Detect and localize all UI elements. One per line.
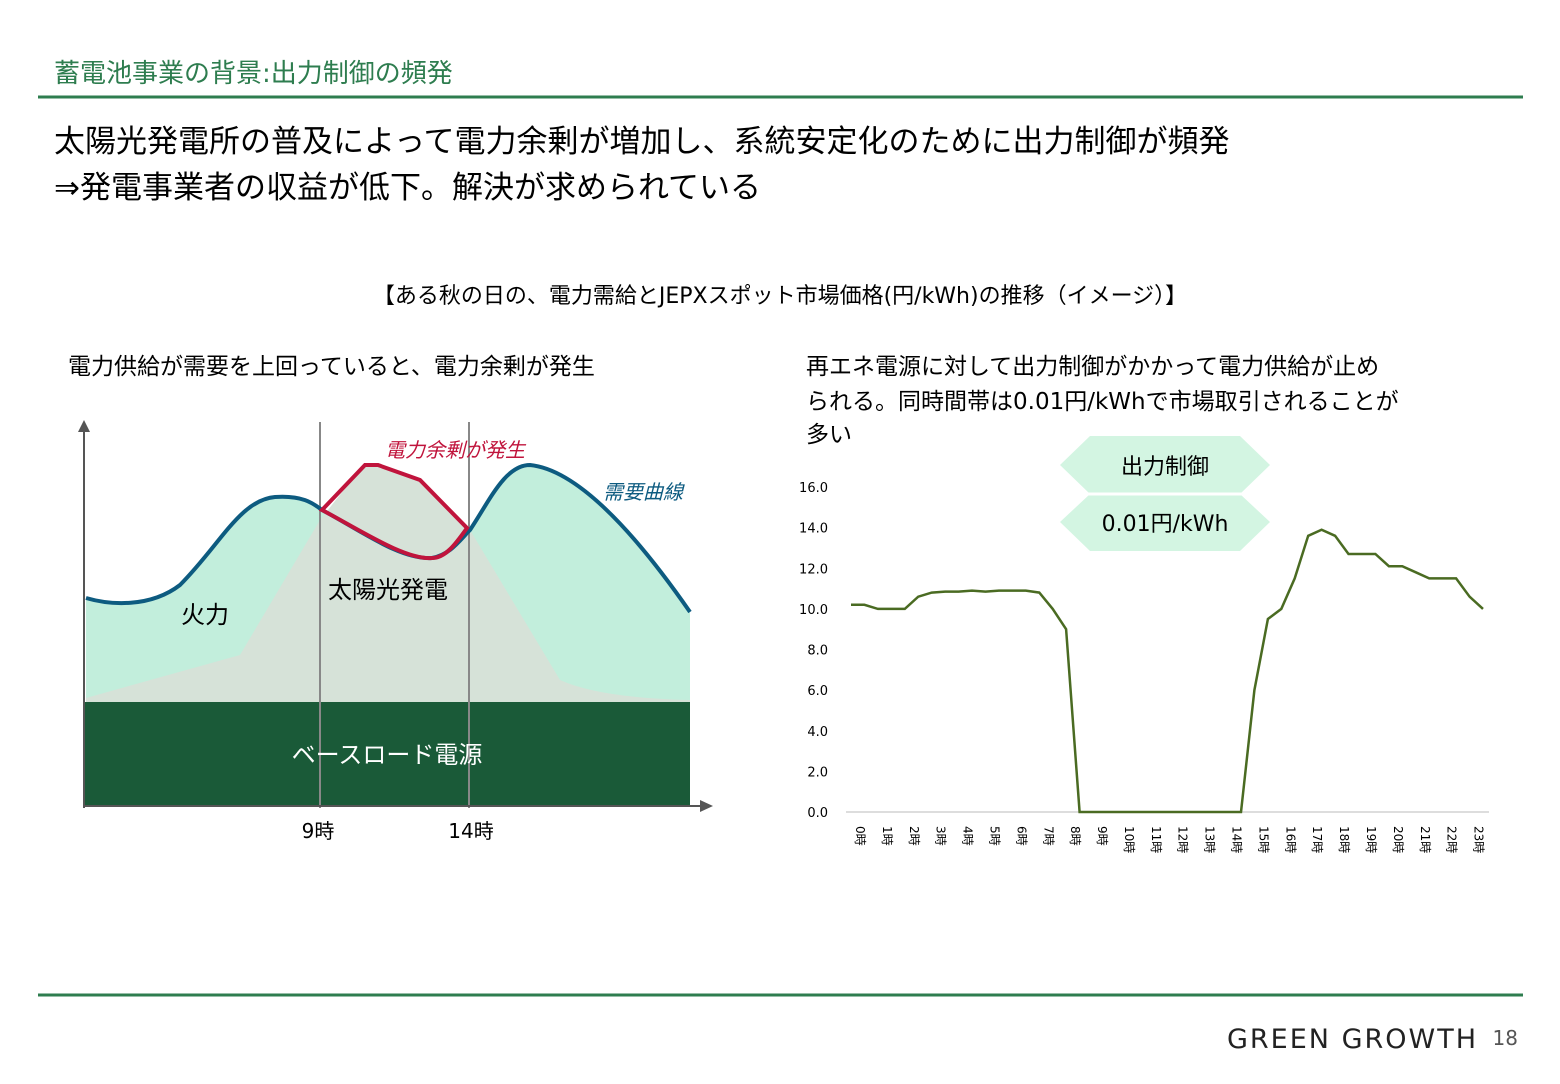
x-tick-label: 23時 — [1472, 826, 1486, 853]
x-tick-label: 22時 — [1445, 826, 1459, 853]
page-number: 18 — [1493, 1026, 1518, 1050]
x-tick-label: 2時 — [907, 826, 921, 846]
price-line — [851, 528, 1484, 814]
y-tick-label: 10.0 — [799, 603, 828, 618]
y-tick-label: 8.0 — [807, 644, 828, 659]
x-tick-label: 10時 — [1122, 826, 1136, 853]
label: 火力 — [181, 601, 229, 629]
x-tick-label: 6時 — [1014, 826, 1028, 846]
x-tick-label: 7時 — [1041, 826, 1055, 846]
slide-title: 蓄電池事業の背景:出力制御の頻発 — [54, 59, 453, 89]
y-tick-label: 12.0 — [799, 562, 828, 577]
x-tick-label: 12時 — [1176, 826, 1190, 853]
note: 多い — [806, 422, 852, 448]
x-tick-label: 1時 — [880, 826, 894, 846]
y-tick-label: 2.0 — [807, 765, 828, 780]
y-tick-label: 14.0 — [799, 522, 828, 537]
x-tick-label: 0時 — [853, 826, 867, 846]
x-tick-label: 5時 — [987, 826, 1001, 846]
x-tick-label: 9時 — [1095, 826, 1109, 846]
x-tick-label: 21時 — [1418, 826, 1432, 853]
lead: 太陽光発電所の普及によって電力余剰が増加し、系統安定化のために出力制御が頻発 — [54, 124, 1230, 160]
label: 14時 — [448, 819, 493, 843]
annotation: 0.01円/kWh — [1102, 512, 1229, 537]
y-tick-label: 16.0 — [799, 481, 828, 496]
x-tick-label: 3時 — [934, 826, 948, 846]
x-tick-label: 14時 — [1230, 826, 1244, 853]
y-tick-label: 6.0 — [807, 684, 828, 699]
label: 電力余剰が発生 — [385, 438, 527, 462]
y-tick-label: 0.0 — [807, 806, 828, 821]
caption: 【ある秋の日の、電力需給とJEPXスポット市場価格(円/kWh)の推移（イメージ… — [373, 284, 1187, 309]
arrow — [1060, 436, 1270, 494]
lead: ⇒発電事業者の収益が低下。解決が求められている — [54, 170, 761, 206]
note: 再エネ電源に対して出力制御がかかって電力供給が止め — [806, 354, 1379, 380]
diagram — [78, 420, 713, 812]
label: 太陽光発電 — [328, 576, 448, 604]
annotation: 出力制御 — [1121, 455, 1209, 480]
note: られる。同時間帯は0.01円/kWhで市場取引されることが — [806, 389, 1399, 415]
x-tick-label: 8時 — [1068, 826, 1082, 846]
arrow — [1060, 494, 1270, 551]
label: ベースロード電源 — [292, 741, 483, 769]
brand: GREEN GROWTH — [1227, 1024, 1478, 1055]
x-tick-label: 18時 — [1337, 826, 1351, 853]
label: 9時 — [302, 819, 335, 843]
x-tick-label: 13時 — [1203, 826, 1217, 853]
x-tick-label: 19時 — [1364, 826, 1378, 853]
x-tick-label: 4時 — [961, 826, 975, 846]
label: 需要曲線 — [603, 480, 685, 504]
y-tick-label: 4.0 — [807, 725, 828, 740]
x-tick-label: 20時 — [1391, 826, 1405, 853]
x-tick-label: 17時 — [1310, 826, 1324, 853]
x-tick-label: 15時 — [1256, 826, 1270, 853]
x-tick-label: 11時 — [1149, 826, 1163, 853]
note: 電力供給が需要を上回っていると、電力余剰が発生 — [68, 354, 595, 380]
x-tick-label: 16時 — [1283, 826, 1297, 853]
